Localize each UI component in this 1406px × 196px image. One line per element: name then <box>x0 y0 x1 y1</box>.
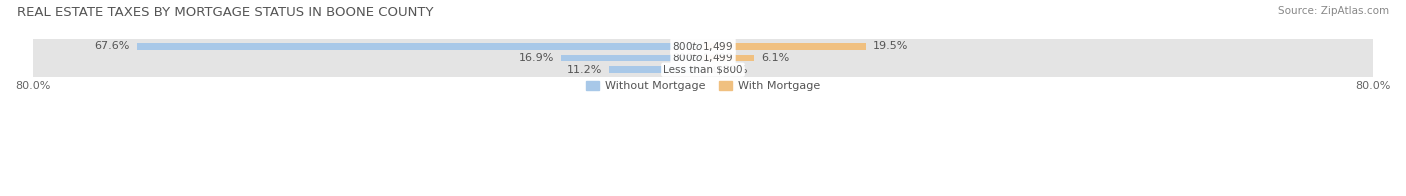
FancyBboxPatch shape <box>32 35 1374 57</box>
FancyBboxPatch shape <box>32 47 1374 69</box>
Text: 16.9%: 16.9% <box>519 53 555 63</box>
Text: 11.2%: 11.2% <box>567 65 602 75</box>
Text: $800 to $1,499: $800 to $1,499 <box>672 51 734 64</box>
Bar <box>561 54 703 61</box>
Legend: Without Mortgage, With Mortgage: Without Mortgage, With Mortgage <box>582 76 824 96</box>
Text: Less than $800: Less than $800 <box>664 65 742 75</box>
Text: 19.5%: 19.5% <box>873 41 908 51</box>
Bar <box>609 66 703 73</box>
FancyBboxPatch shape <box>32 59 1374 81</box>
Text: 0.28%: 0.28% <box>711 65 748 75</box>
Text: Source: ZipAtlas.com: Source: ZipAtlas.com <box>1278 6 1389 16</box>
Text: 67.6%: 67.6% <box>94 41 129 51</box>
Text: 6.1%: 6.1% <box>761 53 789 63</box>
Bar <box>703 43 866 50</box>
Bar <box>703 54 754 61</box>
Text: $800 to $1,499: $800 to $1,499 <box>672 40 734 53</box>
Bar <box>136 43 703 50</box>
Bar <box>703 66 706 73</box>
Text: REAL ESTATE TAXES BY MORTGAGE STATUS IN BOONE COUNTY: REAL ESTATE TAXES BY MORTGAGE STATUS IN … <box>17 6 433 19</box>
